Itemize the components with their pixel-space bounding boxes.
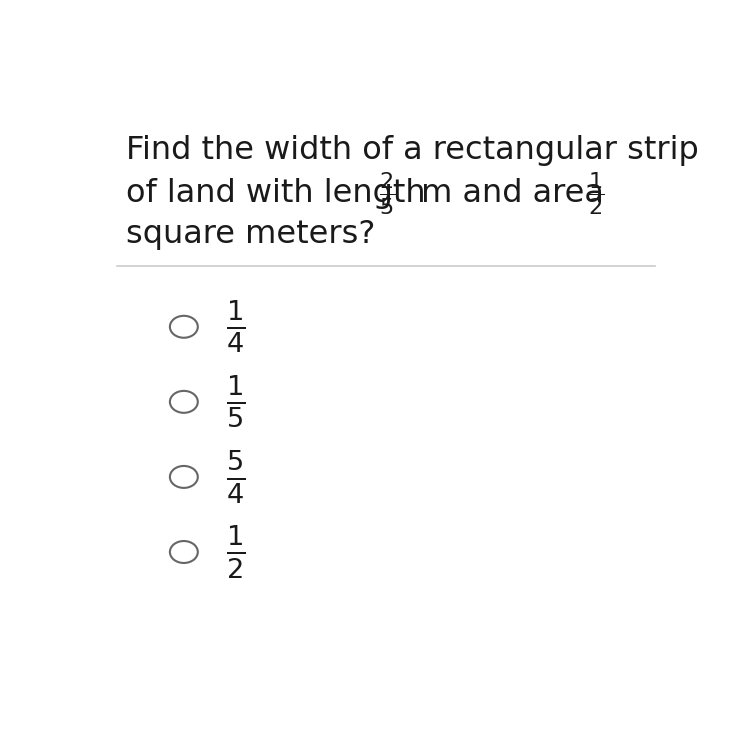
- Text: $\frac{1}{2}$: $\frac{1}{2}$: [226, 524, 246, 580]
- Text: of land with length: of land with length: [126, 178, 436, 209]
- Text: $\frac{1}{2}$: $\frac{1}{2}$: [589, 171, 604, 217]
- Text: m and area: m and area: [410, 178, 614, 209]
- Text: Find the width of a rectangular strip: Find the width of a rectangular strip: [126, 135, 698, 166]
- Text: $\frac{1}{4}$: $\frac{1}{4}$: [226, 298, 246, 355]
- Text: $\frac{5}{4}$: $\frac{5}{4}$: [226, 448, 246, 506]
- Text: $\frac{2}{5}$: $\frac{2}{5}$: [380, 171, 395, 217]
- Text: square meters?: square meters?: [126, 219, 375, 250]
- Text: $\frac{1}{5}$: $\frac{1}{5}$: [226, 374, 246, 430]
